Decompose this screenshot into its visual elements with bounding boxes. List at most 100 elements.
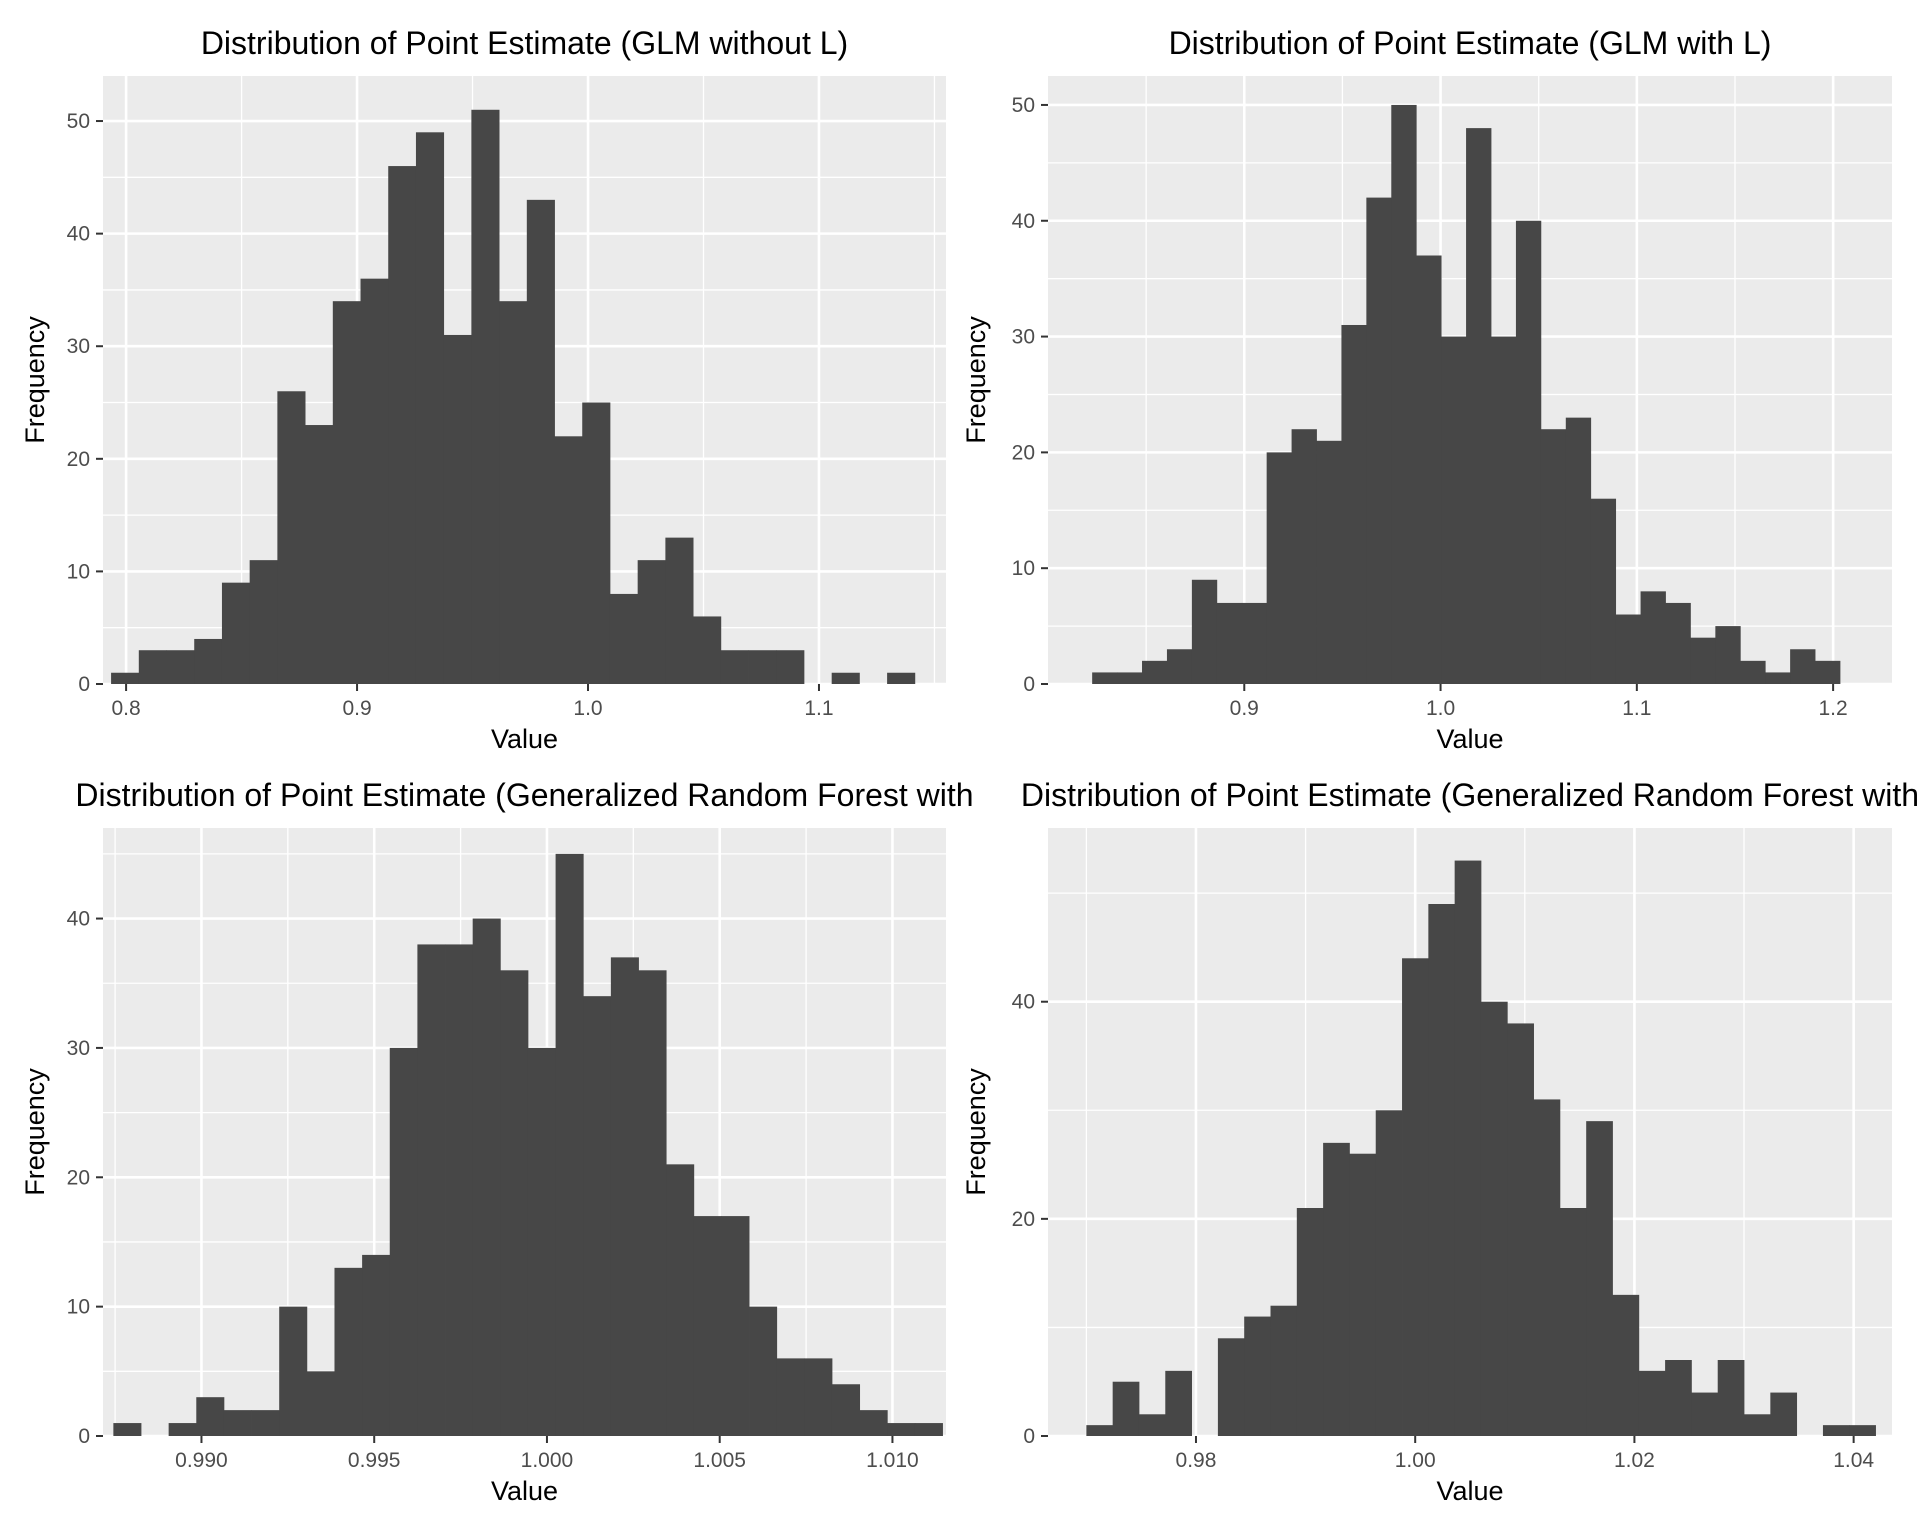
histogram-bar (1591, 499, 1616, 684)
x-tick-label: 1.005 (693, 1449, 746, 1472)
y-tick-label: 40 (1012, 210, 1035, 233)
histogram-bar (1271, 1306, 1298, 1436)
histogram-bar (252, 1410, 280, 1436)
histogram-bar (277, 391, 305, 684)
histogram-bar (1665, 1360, 1692, 1436)
histogram-bar (1612, 1295, 1639, 1436)
histogram-bar (1376, 1110, 1403, 1436)
histogram-bar (1086, 1425, 1113, 1436)
histogram-bar (665, 538, 693, 684)
histogram-glm-with-l: 0.9 1.0 1.1 1.2 0 10 20 30 40 50 Distribution of … (961, 25, 1892, 754)
histogram-bar (1165, 1371, 1192, 1436)
histogram-bar (749, 1307, 777, 1436)
x-tick-label: 0.990 (175, 1449, 228, 1472)
y-tick-label: 50 (1012, 94, 1035, 117)
histogram-bar (666, 1164, 694, 1436)
histogram-bar (1541, 429, 1566, 684)
histogram-bar (1744, 1414, 1771, 1436)
histogram-bar (1416, 256, 1441, 684)
x-tick-label: 1.1 (804, 697, 833, 720)
histogram-bar (307, 1371, 335, 1436)
y-tick-label: 20 (67, 448, 90, 471)
y-tick-label: 10 (67, 560, 90, 583)
histogram-bar (1428, 904, 1455, 1436)
histogram-bar (279, 1307, 307, 1436)
histogram-bar (887, 1423, 915, 1436)
histogram-bar (639, 970, 667, 1436)
histogram-bar (1297, 1208, 1324, 1436)
histogram-bar (1849, 1425, 1876, 1436)
histogram-bar (444, 335, 472, 684)
histogram-bar (194, 639, 222, 684)
x-tick-label: 1.010 (866, 1449, 919, 1472)
y-tick-label: 0 (1023, 673, 1035, 696)
histogram-bar (528, 1048, 556, 1436)
chart-title: Distribution of Point Estimate (GLM with… (1169, 25, 1772, 61)
histogram-bar (527, 200, 555, 684)
histogram-bar (305, 425, 333, 684)
histogram-glm-without-l: 0.8 0.9 1.0 1.1 0 10 20 30 40 50 Distribution of … (20, 25, 946, 754)
histogram-bar (1534, 1099, 1561, 1436)
histogram-bar (1139, 1414, 1166, 1436)
histogram-bar (1790, 649, 1815, 684)
y-tick-label: 30 (67, 335, 90, 358)
histogram-bar (1586, 1121, 1613, 1436)
histogram-bar (832, 1384, 860, 1436)
histogram-bar (334, 1268, 362, 1436)
histogram-bar (1639, 1371, 1666, 1436)
y-tick-label: 20 (1012, 441, 1035, 464)
histogram-bar (1441, 337, 1466, 684)
histogram-bar (361, 279, 389, 684)
histogram-bar (1507, 1023, 1534, 1436)
histogram-bar (416, 132, 444, 684)
histogram-bar (1117, 672, 1142, 684)
histogram-bar (1718, 1360, 1745, 1436)
y-tick-label: 20 (67, 1166, 90, 1189)
y-tick-label: 40 (67, 908, 90, 931)
histogram-bar (471, 110, 499, 684)
y-tick-label: 40 (1012, 991, 1035, 1014)
chart-title: Distribution of Point Estimate (Generali… (75, 777, 973, 813)
histogram-bar (555, 436, 583, 684)
histogram-bar (693, 616, 721, 684)
histogram-bar (1142, 661, 1167, 684)
x-tick-label: 0.995 (348, 1449, 401, 1472)
histogram-bar (224, 1410, 252, 1436)
histogram-bar (1455, 861, 1482, 1436)
x-tick-label: 1.2 (1819, 697, 1848, 720)
histogram-bar (169, 1423, 197, 1436)
histogram-bar (721, 650, 749, 684)
x-tick-label: 1.000 (521, 1449, 574, 1472)
y-tick-label: 10 (1012, 557, 1035, 580)
histogram-bar (473, 919, 501, 1436)
histogram-bar (638, 560, 666, 684)
histogram-bar (362, 1255, 390, 1436)
histogram-bar (1740, 661, 1765, 684)
histogram-bar (777, 1358, 805, 1436)
y-axis-label: Frequency (961, 316, 991, 444)
histogram-bar (1466, 128, 1491, 684)
histogram-bar (1341, 325, 1366, 684)
plot-area: 0.9 1.0 1.1 1.2 0 10 20 30 40 50 (1012, 76, 1892, 720)
histogram-bar (1391, 105, 1416, 684)
y-axis-label: Frequency (20, 316, 50, 444)
x-tick-label: 1.04 (1833, 1449, 1874, 1472)
histogram-bar (1566, 418, 1591, 684)
histogram-bar (1715, 626, 1740, 684)
histogram-bar (1366, 198, 1391, 684)
x-tick-label: 1.02 (1614, 1449, 1655, 1472)
x-tick-label: 0.9 (1230, 697, 1259, 720)
histogram-bar (749, 650, 777, 684)
histogram-bar (250, 560, 278, 684)
chart-title: Distribution of Point Estimate (Generali… (1021, 777, 1919, 813)
histogram-bar (1242, 603, 1267, 684)
y-tick-label: 20 (1012, 1208, 1035, 1231)
histogram-bar (445, 944, 473, 1436)
histogram-bar (776, 650, 804, 684)
histogram-bar (1113, 1382, 1140, 1436)
histogram-bar (1292, 429, 1317, 684)
histogram-bar (1167, 649, 1192, 684)
histogram-bar (556, 854, 584, 1436)
histogram-bar (1092, 672, 1117, 684)
